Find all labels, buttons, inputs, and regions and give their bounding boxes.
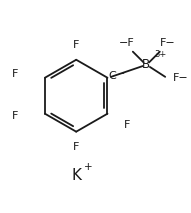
Text: F−: F− [173, 73, 189, 83]
Text: F: F [73, 142, 79, 153]
Text: 3+: 3+ [154, 50, 167, 59]
Text: B: B [142, 58, 150, 71]
Text: C: C [108, 71, 116, 81]
Text: F−: F− [160, 38, 176, 48]
Text: −: − [117, 69, 124, 78]
Text: +: + [84, 162, 92, 172]
Text: F: F [12, 111, 18, 121]
Text: F: F [73, 40, 79, 50]
Text: F: F [12, 69, 18, 79]
Text: F: F [124, 120, 130, 130]
Text: −F: −F [119, 38, 134, 48]
Text: K: K [71, 168, 81, 183]
